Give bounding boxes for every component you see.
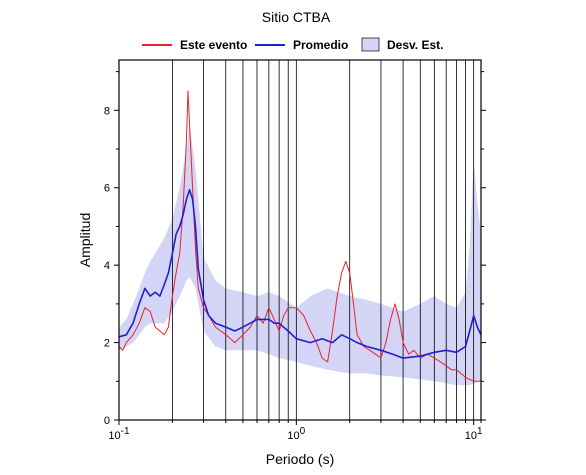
series-line (118, 90, 481, 382)
y-tick-label: 4 (104, 260, 110, 272)
y-tick-label: 6 (104, 183, 110, 195)
x-axis-title: Periodo (s) (266, 451, 334, 467)
legend-label: Desv. Est. (387, 38, 443, 52)
y-tick-label: 2 (104, 338, 110, 350)
y-axis-title: Amplitud (77, 213, 93, 267)
plot-frame (118, 59, 482, 421)
y-tick-label: 8 (104, 105, 110, 117)
y-tick-label: 0 (104, 415, 110, 427)
legend-label: Este evento (180, 38, 247, 52)
series-line (118, 188, 482, 359)
legend-label: Promedio (293, 38, 348, 52)
chart-legend: Este evento Promedio Desv. Est. (142, 37, 443, 52)
std-dev-band (119, 125, 481, 386)
x-tick-label: 100 (287, 426, 305, 442)
x-tick-label: 101 (465, 426, 483, 442)
chart-title: Sitio CTBA (262, 9, 331, 25)
legend-swatch (361, 37, 380, 52)
plot-area: 0 2 4 6 8 10-1 100 101 (104, 59, 486, 442)
x-tick-label: 10-1 (108, 426, 130, 442)
